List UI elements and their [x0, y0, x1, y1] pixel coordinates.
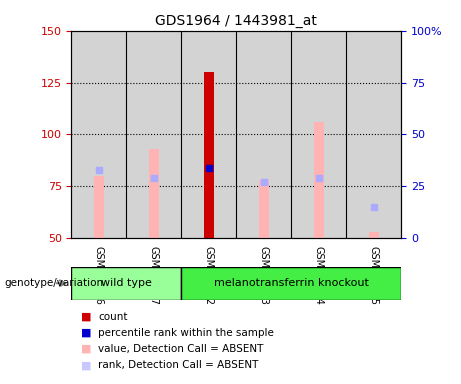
FancyBboxPatch shape: [71, 267, 181, 300]
Title: GDS1964 / 1443981_at: GDS1964 / 1443981_at: [155, 14, 317, 28]
Text: count: count: [98, 312, 128, 322]
Text: ■: ■: [81, 312, 91, 322]
Bar: [204, 72, 214, 238]
Text: genotype/variation: genotype/variation: [5, 278, 104, 288]
Text: melanotransferrin knockout: melanotransferrin knockout: [214, 278, 369, 288]
Text: percentile rank within the sample: percentile rank within the sample: [98, 328, 274, 338]
Bar: [369, 232, 378, 238]
Text: wild type: wild type: [101, 278, 152, 288]
Text: rank, Detection Call = ABSENT: rank, Detection Call = ABSENT: [98, 360, 259, 370]
Text: ■: ■: [81, 344, 91, 354]
Bar: [94, 176, 104, 238]
Bar: [149, 149, 159, 238]
Bar: [259, 180, 269, 238]
Text: ■: ■: [81, 360, 91, 370]
Bar: [204, 72, 214, 238]
Bar: [314, 122, 324, 238]
FancyBboxPatch shape: [181, 267, 401, 300]
Text: ■: ■: [81, 328, 91, 338]
Text: value, Detection Call = ABSENT: value, Detection Call = ABSENT: [98, 344, 264, 354]
